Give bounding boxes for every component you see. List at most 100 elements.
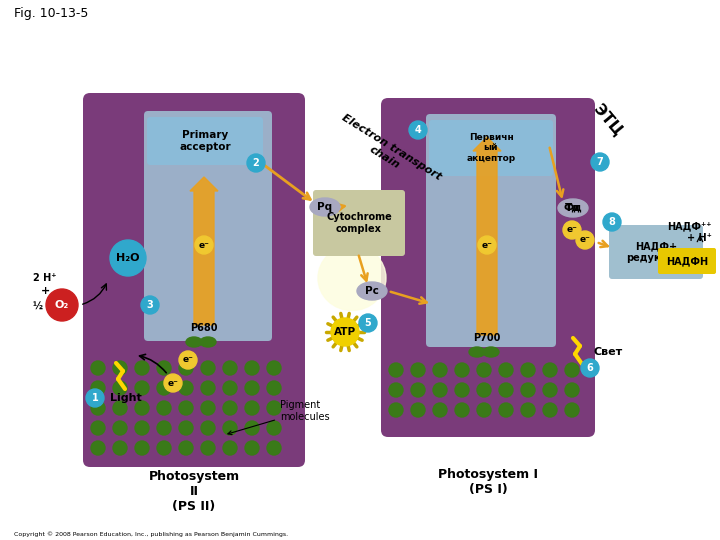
Circle shape [543, 383, 557, 397]
Circle shape [179, 361, 193, 375]
FancyBboxPatch shape [313, 190, 405, 256]
FancyArrow shape [473, 137, 501, 335]
Circle shape [267, 361, 281, 375]
Circle shape [223, 401, 237, 415]
FancyBboxPatch shape [658, 248, 716, 274]
Text: e⁻: e⁻ [199, 240, 210, 249]
Circle shape [411, 363, 425, 377]
Ellipse shape [318, 246, 386, 310]
Circle shape [201, 421, 215, 435]
Circle shape [565, 383, 579, 397]
Circle shape [565, 403, 579, 417]
Text: НАДФ⁺⁺
+ Н⁺: НАДФ⁺⁺ + Н⁺ [667, 221, 712, 243]
Text: Primary
acceptor: Primary acceptor [179, 130, 231, 152]
Circle shape [157, 381, 171, 395]
Circle shape [389, 363, 403, 377]
Circle shape [179, 401, 193, 415]
Circle shape [135, 421, 149, 435]
Text: e⁻: e⁻ [183, 355, 194, 364]
Text: 8: 8 [608, 217, 616, 227]
FancyBboxPatch shape [83, 93, 305, 467]
Circle shape [499, 383, 513, 397]
Text: e⁻: e⁻ [168, 379, 179, 388]
Text: P700: P700 [473, 333, 500, 343]
Circle shape [389, 383, 403, 397]
Text: 5: 5 [364, 318, 372, 328]
Circle shape [164, 374, 182, 392]
Circle shape [247, 154, 265, 172]
Text: Фд: Фд [564, 203, 582, 213]
Circle shape [223, 441, 237, 455]
Circle shape [223, 361, 237, 375]
Circle shape [157, 401, 171, 415]
Text: 7: 7 [597, 157, 603, 167]
Text: 2: 2 [253, 158, 259, 168]
Circle shape [411, 383, 425, 397]
Circle shape [331, 318, 359, 346]
FancyBboxPatch shape [144, 111, 272, 341]
Circle shape [499, 363, 513, 377]
Text: H₂O: H₂O [116, 253, 140, 263]
FancyBboxPatch shape [381, 98, 595, 437]
Circle shape [113, 401, 127, 415]
FancyBboxPatch shape [147, 117, 263, 165]
Circle shape [455, 403, 469, 417]
Circle shape [433, 363, 447, 377]
Text: ½: ½ [33, 302, 43, 312]
Circle shape [179, 441, 193, 455]
Circle shape [201, 361, 215, 375]
Text: Fig. 10-13-5: Fig. 10-13-5 [14, 8, 89, 21]
Circle shape [591, 153, 609, 171]
Circle shape [179, 421, 193, 435]
Circle shape [245, 361, 259, 375]
FancyBboxPatch shape [426, 114, 556, 347]
Circle shape [433, 383, 447, 397]
Circle shape [245, 441, 259, 455]
Text: e⁻: e⁻ [580, 235, 590, 245]
Circle shape [411, 403, 425, 417]
Circle shape [141, 296, 159, 314]
Circle shape [223, 421, 237, 435]
Text: Pigment
molecules: Pigment molecules [228, 400, 330, 435]
Circle shape [179, 351, 197, 369]
Text: Cytochrome
complex: Cytochrome complex [326, 212, 392, 234]
Text: ATP: ATP [334, 327, 356, 337]
Text: 6: 6 [587, 363, 593, 373]
Circle shape [267, 401, 281, 415]
Text: 1: 1 [91, 393, 99, 403]
Circle shape [113, 441, 127, 455]
Circle shape [477, 363, 491, 377]
Circle shape [267, 421, 281, 435]
Text: Copyright © 2008 Pearson Education, Inc., publishing as Pearson Benjamin Cumming: Copyright © 2008 Pearson Education, Inc.… [14, 531, 288, 537]
Circle shape [135, 361, 149, 375]
Text: Electron transport
chain: Electron transport chain [333, 112, 443, 192]
Text: e⁻: e⁻ [482, 240, 492, 249]
Circle shape [113, 361, 127, 375]
Text: НАДФ+
редуктаза: НАДФ+ редуктаза [626, 241, 685, 263]
Circle shape [91, 421, 105, 435]
FancyBboxPatch shape [429, 120, 553, 176]
Circle shape [455, 383, 469, 397]
Circle shape [245, 381, 259, 395]
Text: Τд: Τд [565, 203, 581, 213]
Text: НАДФН: НАДФН [666, 256, 708, 266]
Circle shape [359, 314, 377, 332]
Text: ЭТЦ: ЭТЦ [591, 102, 625, 139]
Text: +: + [40, 286, 50, 296]
Circle shape [576, 231, 594, 249]
Text: Pq: Pq [318, 202, 333, 212]
Circle shape [46, 289, 78, 321]
Circle shape [195, 236, 213, 254]
Text: O₂: O₂ [55, 300, 69, 310]
Circle shape [267, 381, 281, 395]
Circle shape [91, 401, 105, 415]
Circle shape [245, 421, 259, 435]
Circle shape [157, 361, 171, 375]
Ellipse shape [186, 337, 202, 347]
Text: Первичн
ый
акцептор: Первичн ый акцептор [467, 133, 516, 163]
FancyBboxPatch shape [609, 225, 703, 279]
Ellipse shape [200, 337, 216, 347]
Circle shape [499, 403, 513, 417]
Text: Pc: Pc [365, 286, 379, 296]
Circle shape [157, 441, 171, 455]
